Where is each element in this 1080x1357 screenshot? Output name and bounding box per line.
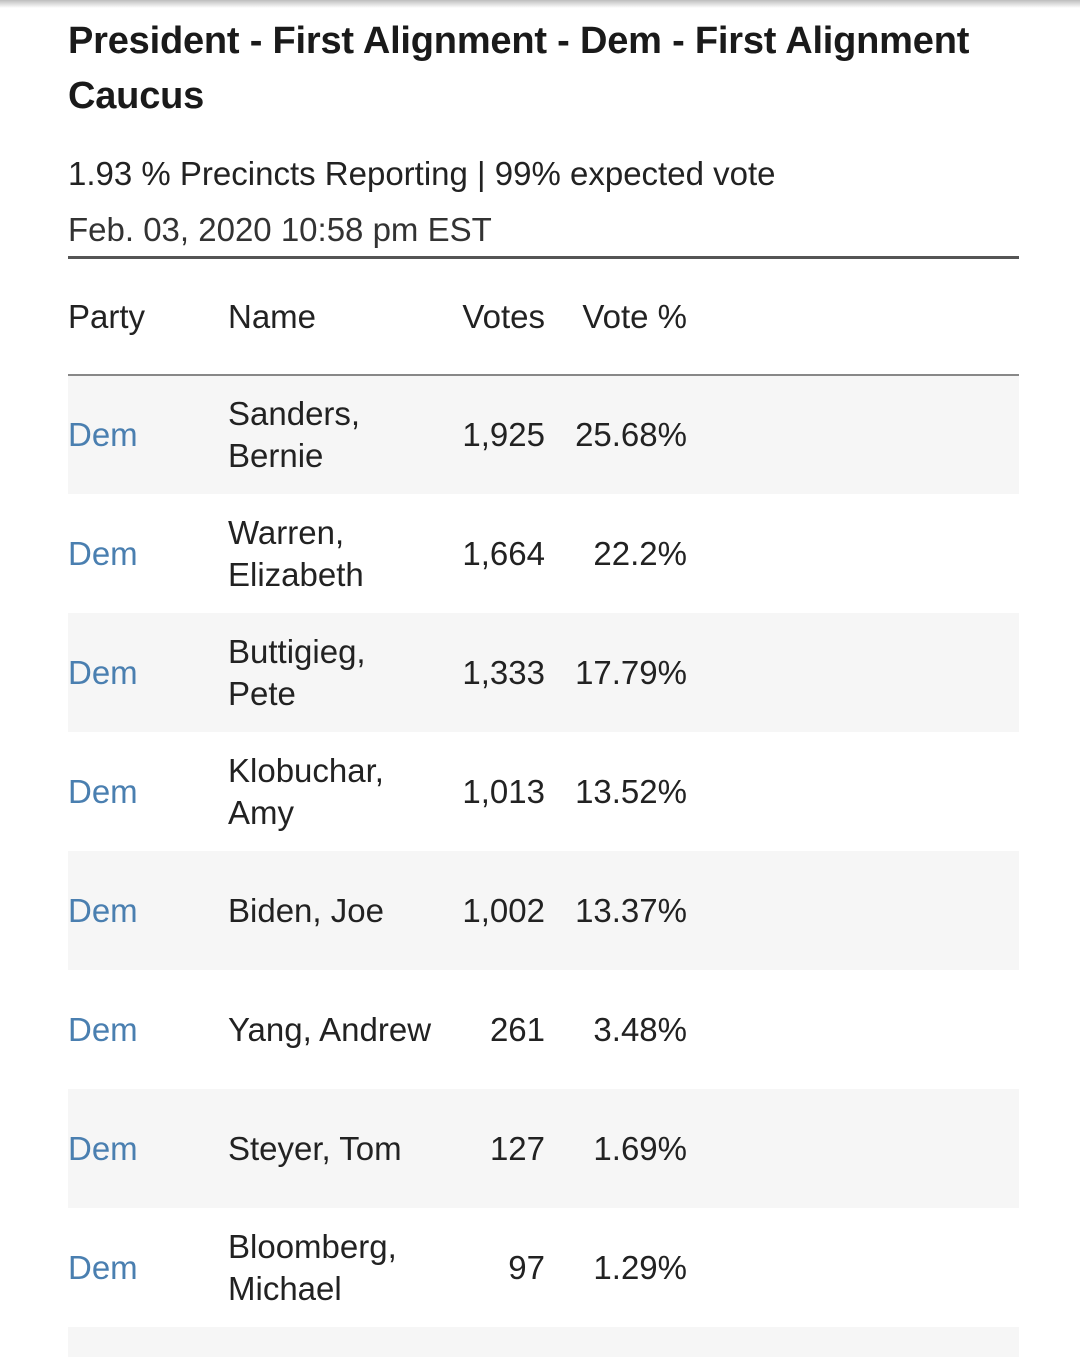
vote-percent: 1.69% bbox=[593, 1129, 687, 1167]
table-row: Dem Bloomberg, Michael 97 1.29% bbox=[68, 1208, 1019, 1327]
vote-count: 261 bbox=[489, 1010, 545, 1048]
candidate-name: Steyer, Tom bbox=[228, 1129, 402, 1167]
vote-count: 1,664 bbox=[462, 534, 545, 572]
vote-count: 127 bbox=[489, 1129, 545, 1167]
candidate-name: Warren, Elizabeth bbox=[228, 513, 364, 593]
party-link[interactable]: Dem bbox=[68, 772, 138, 810]
candidate-name: Klobuchar, Amy bbox=[228, 751, 384, 831]
top-edge-shadow bbox=[0, 0, 1080, 8]
column-header-name[interactable]: Name bbox=[228, 297, 317, 335]
party-link[interactable]: Dem bbox=[68, 416, 138, 453]
update-timestamp: Feb. 03, 2020 10:58 pm EST bbox=[68, 210, 1019, 259]
candidate-name: Yang, Andrew bbox=[228, 1010, 432, 1048]
table-header-row: Party Name Votes Vote % bbox=[68, 259, 1019, 375]
column-header-spacer bbox=[687, 259, 1019, 375]
party-link[interactable]: Dem bbox=[68, 1129, 138, 1167]
vote-percent: 22.2% bbox=[593, 534, 687, 572]
table-row: Dem Warren, Elizabeth 1,664 22.2% bbox=[68, 494, 1019, 613]
column-header-vote-percent[interactable]: Vote % bbox=[582, 297, 687, 335]
vote-percent: 25.68% bbox=[575, 416, 687, 453]
candidate-name: Bloomberg, Michael bbox=[228, 1227, 397, 1307]
results-table: Party Name Votes Vote % Dem Sanders, Ber… bbox=[68, 259, 1019, 1327]
precincts-reporting-status: 1.93 % Precincts Reporting | 99% expecte… bbox=[68, 155, 776, 192]
vote-count: 97 bbox=[508, 1248, 545, 1286]
party-link[interactable]: Dem bbox=[68, 1248, 138, 1286]
candidate-name: Buttigieg, Pete bbox=[228, 632, 366, 712]
vote-count: 1,002 bbox=[462, 891, 545, 929]
vote-percent: 17.79% bbox=[575, 653, 687, 691]
vote-percent: 13.52% bbox=[575, 772, 687, 810]
vote-percent: 13.37% bbox=[575, 891, 687, 929]
table-row: Dem Klobuchar, Amy 1,013 13.52% bbox=[68, 732, 1019, 851]
table-row: Dem Steyer, Tom 127 1.69% bbox=[68, 1089, 1019, 1208]
column-header-votes[interactable]: Votes bbox=[462, 297, 545, 335]
vote-percent: 3.48% bbox=[593, 1010, 687, 1048]
table-row: Dem Sanders, Bernie 1,925 25.68% bbox=[68, 375, 1019, 494]
vote-count: 1,925 bbox=[462, 416, 545, 453]
vote-count: 1,333 bbox=[462, 653, 545, 691]
results-panel: President - First Alignment - Dem - Firs… bbox=[68, 14, 1019, 1357]
table-row: Dem Biden, Joe 1,002 13.37% bbox=[68, 851, 1019, 970]
table-row: Dem Buttigieg, Pete 1,333 17.79% bbox=[68, 613, 1019, 732]
race-title: President - First Alignment - Dem - Firs… bbox=[68, 20, 970, 117]
party-link[interactable]: Dem bbox=[68, 891, 138, 929]
party-link[interactable]: Dem bbox=[68, 653, 138, 691]
column-header-party[interactable]: Party bbox=[68, 297, 146, 335]
table-row-partial bbox=[68, 1327, 1019, 1357]
vote-count: 1,013 bbox=[462, 772, 545, 810]
candidate-name: Sanders, Bernie bbox=[228, 395, 361, 474]
candidate-name: Biden, Joe bbox=[228, 891, 384, 929]
party-link[interactable]: Dem bbox=[68, 534, 138, 572]
table-row: Dem Yang, Andrew 261 3.48% bbox=[68, 970, 1019, 1089]
party-link[interactable]: Dem bbox=[68, 1010, 138, 1048]
vote-percent: 1.29% bbox=[593, 1248, 687, 1286]
